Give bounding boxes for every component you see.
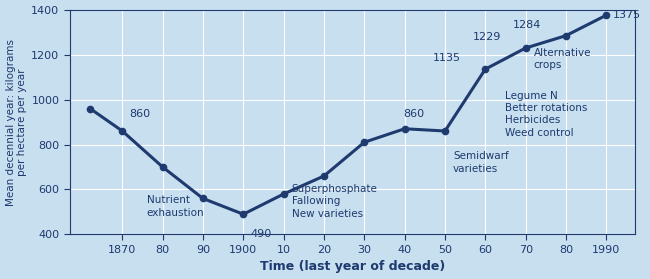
Text: 490: 490: [250, 229, 272, 239]
Text: Legume N
Better rotations
Herbicides
Weed control: Legume N Better rotations Herbicides Wee…: [506, 90, 588, 138]
Text: 1284: 1284: [514, 20, 541, 30]
Text: 860: 860: [129, 109, 150, 119]
Text: 1135: 1135: [432, 53, 461, 63]
Y-axis label: Mean decennial year: kilograms
per hectare per year: Mean decennial year: kilograms per hecta…: [6, 39, 27, 206]
Text: 1229: 1229: [473, 32, 501, 42]
Text: Semidwarf
varieties: Semidwarf varieties: [453, 151, 509, 174]
Text: 1375: 1375: [613, 10, 642, 20]
Text: Alternative
crops: Alternative crops: [534, 48, 592, 70]
Text: Nutrient
exhaustion: Nutrient exhaustion: [146, 195, 204, 218]
Text: Superphosphate
Fallowing
New varieties: Superphosphate Fallowing New varieties: [292, 184, 378, 219]
Text: 860: 860: [403, 109, 424, 119]
X-axis label: Time (last year of decade): Time (last year of decade): [259, 260, 445, 273]
